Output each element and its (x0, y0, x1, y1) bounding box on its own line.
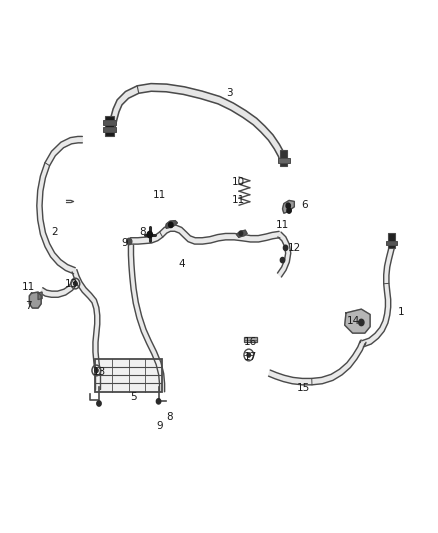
Text: 5: 5 (130, 392, 137, 402)
Polygon shape (360, 340, 366, 345)
Polygon shape (38, 292, 42, 300)
Bar (278, 158, 290, 163)
Text: 10: 10 (232, 177, 245, 187)
Text: 1: 1 (397, 307, 404, 317)
Text: 8: 8 (166, 412, 173, 422)
Text: 17: 17 (244, 352, 257, 362)
Text: 8: 8 (139, 227, 146, 237)
Text: 11: 11 (276, 220, 289, 230)
Polygon shape (40, 279, 77, 297)
Bar (103, 120, 116, 125)
Polygon shape (362, 245, 395, 347)
Polygon shape (29, 292, 41, 308)
Text: 16: 16 (244, 337, 257, 347)
Text: 3: 3 (226, 88, 233, 98)
Circle shape (147, 231, 152, 238)
Text: 9: 9 (121, 238, 128, 247)
Text: 12: 12 (288, 243, 301, 253)
Text: 4: 4 (178, 259, 185, 269)
Polygon shape (72, 270, 100, 369)
Circle shape (97, 401, 101, 406)
Polygon shape (345, 309, 370, 333)
Text: 13: 13 (93, 367, 106, 377)
Polygon shape (131, 225, 280, 244)
Circle shape (156, 399, 161, 404)
Text: 11: 11 (22, 282, 35, 292)
Polygon shape (283, 200, 294, 213)
Text: 14: 14 (347, 316, 360, 326)
Circle shape (287, 208, 291, 213)
Polygon shape (278, 232, 291, 277)
Text: 11: 11 (153, 190, 166, 199)
Polygon shape (37, 136, 82, 274)
Polygon shape (166, 221, 177, 228)
Polygon shape (95, 369, 100, 389)
Circle shape (286, 203, 290, 208)
Circle shape (247, 353, 251, 357)
Bar (280, 150, 287, 166)
Polygon shape (237, 230, 247, 237)
Text: 6: 6 (301, 200, 308, 210)
Circle shape (169, 222, 173, 228)
Polygon shape (268, 341, 365, 385)
Text: 7: 7 (25, 302, 32, 311)
Text: 11: 11 (232, 195, 245, 205)
Bar (103, 127, 116, 132)
Bar (105, 116, 114, 136)
Circle shape (95, 368, 98, 373)
Circle shape (359, 319, 364, 326)
Circle shape (74, 281, 77, 286)
Bar (244, 337, 257, 342)
Circle shape (280, 257, 285, 263)
Circle shape (239, 231, 243, 236)
Text: 2: 2 (51, 227, 58, 237)
Bar (386, 241, 397, 245)
Bar (388, 233, 395, 248)
Bar (95, 359, 162, 392)
Text: 9: 9 (156, 422, 163, 431)
Circle shape (283, 245, 288, 251)
Circle shape (127, 238, 132, 245)
Text: 13: 13 (65, 279, 78, 288)
Text: 15: 15 (297, 383, 310, 393)
Polygon shape (128, 245, 165, 392)
Polygon shape (109, 84, 287, 164)
